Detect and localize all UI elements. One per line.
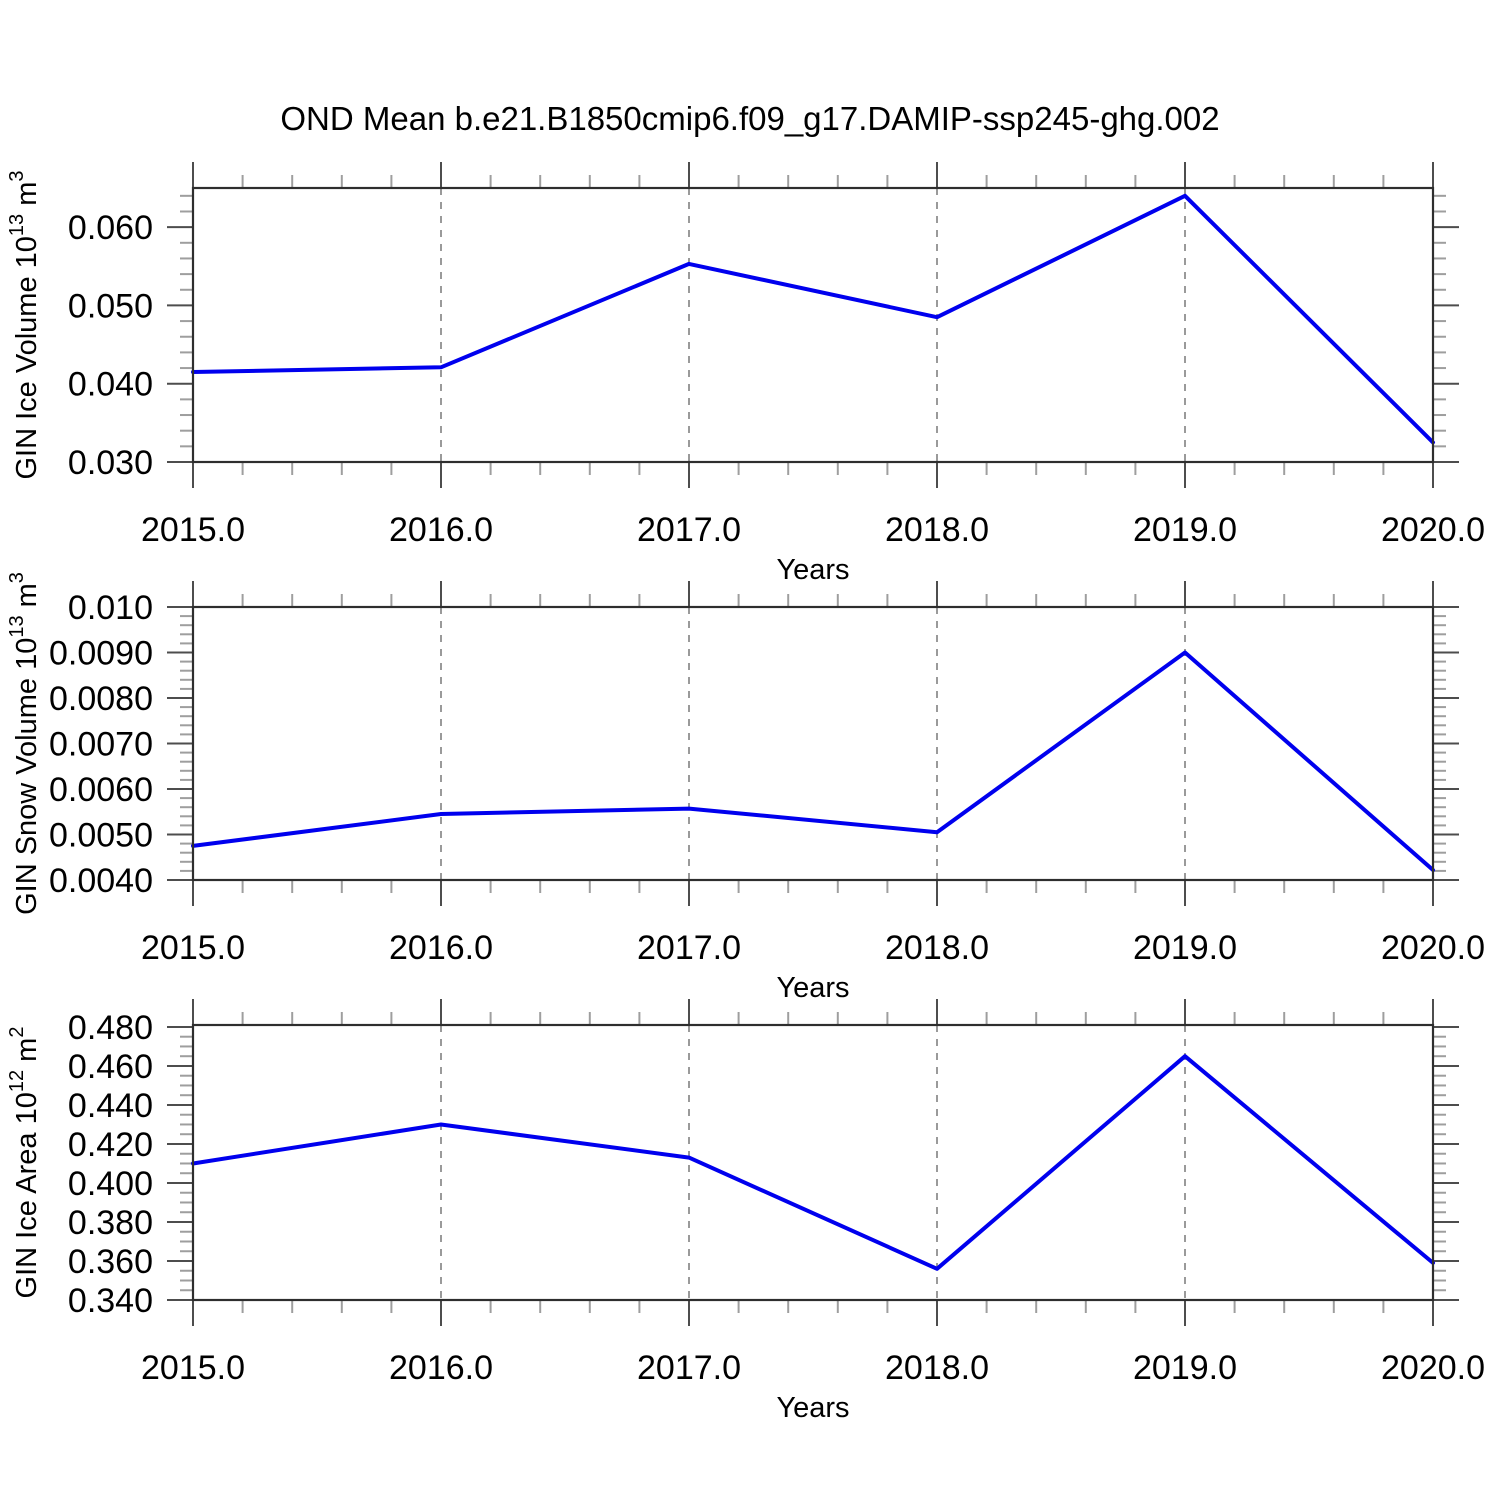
plot3-y-tick-label: 0.440 — [68, 1087, 153, 1125]
plot2-y-tick-labels: 0.010 0.0090 0.0080 0.0070 0.0060 0.0050 0.004… — [49, 589, 153, 900]
plot3-y-tick-label: 0.380 — [68, 1204, 153, 1242]
plot3-y-axis-title: GIN Ice Area 1012 m2 — [6, 1027, 43, 1299]
plot3-ice-area: 0.4800.4600.4400.4200.4000.3800.3600.340… — [6, 999, 1485, 1424]
plot2-snow-volume: 0.010 0.0090 0.0080 0.0070 0.0060 0.0050 0.004… — [6, 572, 1485, 1004]
plot3-x-tick-label: 2018.0 — [885, 1349, 989, 1387]
plot1-x-tick-label: 2018.0 — [885, 511, 989, 549]
plot2-y-tick-label: 0.0050 — [49, 817, 153, 855]
plot2-y-tick-label: 0.010 — [68, 589, 153, 627]
plot2-x-tick-label: 2020.0 — [1381, 929, 1485, 967]
plot1-frame — [191, 186, 1435, 464]
plot2-y-tick-label: 0.0040 — [49, 862, 153, 900]
plot1-y-tick-label: 0.040 — [68, 366, 153, 404]
plot3-y-tick-label: 0.400 — [68, 1165, 153, 1203]
plot1-y-tick-label: 0.060 — [68, 209, 153, 247]
plot1-gridlines — [440, 188, 1186, 462]
plot1-y-tick-labels: 0.060 0.050 0.040 0.030 — [68, 209, 153, 482]
plot1-major-ticks — [167, 162, 1459, 488]
plot3-x-tick-labels: 2015.0 2016.0 2017.0 2018.0 2019.0 2020.0 — [141, 1349, 1485, 1387]
plot2-x-tick-label: 2016.0 — [389, 929, 493, 967]
plot1-x-tick-label: 2017.0 — [637, 511, 741, 549]
plot1-x-tick-label: 2019.0 — [1133, 511, 1237, 549]
plot2-major-ticks — [167, 581, 1459, 906]
plot2-x-tick-labels: 2015.0 2016.0 2017.0 2018.0 2019.0 2020.0 — [141, 929, 1485, 967]
plot3-x-tick-label: 2016.0 — [389, 1349, 493, 1387]
plot1-x-axis-title: Years — [776, 554, 849, 586]
plot1-x-tick-label: 2016.0 — [389, 511, 493, 549]
plot2-data-line — [191, 650, 1435, 872]
plot2-x-tick-label: 2017.0 — [637, 929, 741, 967]
plot1-y-tick-label: 0.050 — [68, 287, 153, 325]
plot2-x-tick-label: 2018.0 — [885, 929, 989, 967]
plot1-data-line — [191, 193, 1435, 445]
plot3-x-tick-label: 2017.0 — [637, 1349, 741, 1387]
plot3-y-tick-label: 0.360 — [68, 1243, 153, 1281]
plot2-y-tick-label: 0.0060 — [49, 771, 153, 809]
plot2-y-axis-title: GIN Snow Volume 1013 m3 — [6, 572, 43, 915]
plot1-y-axis-title: GIN Ice Volume 1013 m3 — [6, 171, 43, 480]
chart-title: OND Mean b.e21.B1850cmip6.f09_g17.DAMIP-… — [280, 100, 1220, 137]
plot3-gridlines — [440, 1025, 1186, 1300]
plot3-frame — [191, 1023, 1435, 1302]
plot3-data-line — [191, 1054, 1435, 1271]
plot1-y-tick-label: 0.030 — [68, 444, 153, 482]
plot3-x-axis-title: Years — [776, 1392, 849, 1424]
plot3-minor-ticks — [180, 1012, 1446, 1313]
plot2-frame — [191, 605, 1435, 882]
plot3-y-tick-label: 0.480 — [68, 1009, 153, 1047]
plot3-y-tick-label: 0.340 — [68, 1282, 153, 1320]
plot3-y-tick-label: 0.420 — [68, 1126, 153, 1164]
plot3-x-tick-label: 2020.0 — [1381, 1349, 1485, 1387]
plot3-y-tick-label: 0.460 — [68, 1048, 153, 1086]
plot1-minor-ticks — [180, 175, 1446, 475]
plot3-x-tick-label: 2015.0 — [141, 1349, 245, 1387]
plot2-x-tick-label: 2015.0 — [141, 929, 245, 967]
plot2-x-tick-label: 2019.0 — [1133, 929, 1237, 967]
plot1-x-tick-labels: 2015.0 2016.0 2017.0 2018.0 2019.0 2020.0 — [141, 511, 1485, 549]
plot1-x-tick-label: 2015.0 — [141, 511, 245, 549]
plot3-x-tick-label: 2019.0 — [1133, 1349, 1237, 1387]
plot2-x-axis-title: Years — [776, 972, 849, 1004]
plot2-y-tick-label: 0.0070 — [49, 726, 153, 764]
plot1-x-tick-label: 2020.0 — [1381, 511, 1485, 549]
plot2-minor-ticks — [180, 594, 1446, 893]
plot2-y-tick-label: 0.0090 — [49, 635, 153, 673]
plot2-y-tick-label: 0.0080 — [49, 680, 153, 718]
plot3-major-ticks — [167, 999, 1459, 1326]
plot2-gridlines — [440, 607, 1186, 880]
